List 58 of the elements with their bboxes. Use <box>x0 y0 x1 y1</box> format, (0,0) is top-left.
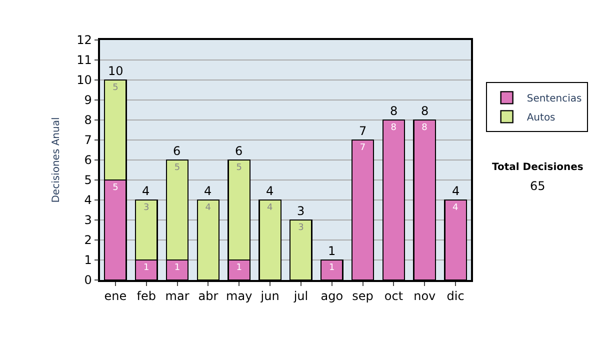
data-label: 4 <box>452 203 459 213</box>
data-label: 8 <box>390 123 397 133</box>
y-axis-title: Decisiones Anual <box>51 117 62 203</box>
data-label: 3 <box>144 203 150 213</box>
y-tick-label: 1 <box>84 253 92 268</box>
data-label: 8 <box>422 123 428 133</box>
data-label: 4 <box>267 203 274 213</box>
total-label: 4 <box>142 184 150 198</box>
legend-label: Sentencias <box>526 94 582 105</box>
text: Total Decisiones <box>492 162 584 173</box>
x-tick-label: abr <box>198 289 218 304</box>
y-tick-label: 12 <box>76 33 92 48</box>
text: 65 <box>530 179 546 193</box>
x-tick-label: jun <box>260 289 280 304</box>
y-tick-label: 3 <box>84 213 92 228</box>
x-tick-label: ene <box>104 289 127 304</box>
y-tick-label: 11 <box>76 53 92 68</box>
y-tick-label: 9 <box>84 93 92 108</box>
data-label: 5 <box>236 163 242 173</box>
x-tick-label: sep <box>352 289 374 304</box>
total-label: 8 <box>421 104 429 118</box>
total-label: 1 <box>328 244 336 258</box>
total-label: 10 <box>108 64 124 78</box>
y-tick-label: 8 <box>84 113 92 128</box>
x-tick-label: nov <box>414 289 436 304</box>
total-label: 7 <box>359 124 367 138</box>
data-label: 1 <box>174 263 180 273</box>
y-tick-label: 5 <box>84 173 92 188</box>
x-tick-label: mar <box>165 289 190 304</box>
y-tick-label: 4 <box>84 193 92 208</box>
y-tick-label: 2 <box>84 233 92 248</box>
x-tick-label: may <box>226 289 252 304</box>
data-label: 4 <box>205 203 212 213</box>
total-label: 3 <box>297 204 305 218</box>
x-tick-label: dic <box>446 289 464 304</box>
data-label: 5 <box>174 163 180 173</box>
x-tick-label: oct <box>384 289 404 304</box>
data-label: 7 <box>360 143 366 153</box>
data-label: 5 <box>112 183 118 193</box>
data-label: 1 <box>236 263 242 273</box>
data-label: 3 <box>298 223 304 233</box>
total-label: 4 <box>204 184 212 198</box>
x-tick-label: ago <box>320 289 344 304</box>
total-label: 4 <box>266 184 274 198</box>
legend-label: Autos <box>526 112 556 124</box>
y-tick-label: 10 <box>76 73 92 88</box>
y-tick-label: 0 <box>84 273 92 288</box>
total-label: 8 <box>390 104 398 118</box>
total-label: 4 <box>452 184 460 198</box>
y-tick-label: 7 <box>84 133 92 148</box>
x-tick-label: jul <box>292 289 308 304</box>
total-label: 6 <box>173 144 181 158</box>
data-label: 5 <box>112 83 118 93</box>
data-label: 1 <box>329 263 335 273</box>
data-label: 1 <box>144 263 150 273</box>
total-label: 6 <box>235 144 243 158</box>
x-tick-label: feb <box>136 289 156 304</box>
y-tick-label: 6 <box>84 153 92 168</box>
